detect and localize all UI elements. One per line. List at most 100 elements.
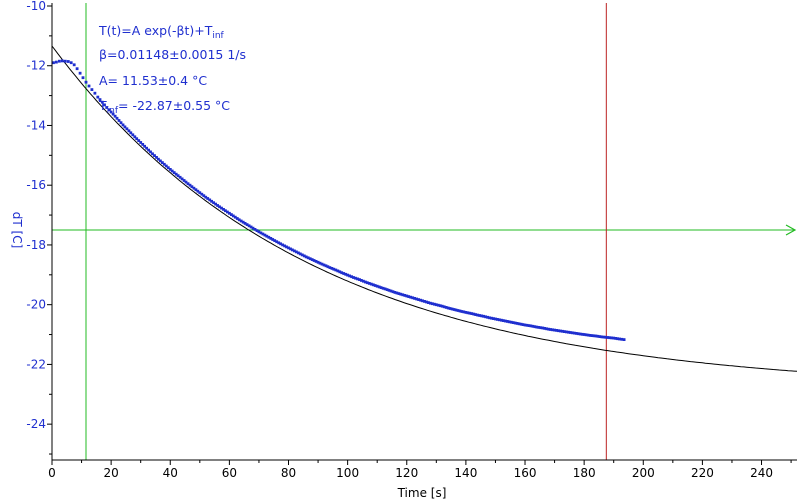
data-point — [117, 119, 121, 122]
y-tick-label: -10 — [26, 0, 46, 13]
x-tick-label: 120 — [395, 466, 418, 480]
data-point — [371, 283, 375, 287]
annotation-a: A= 11.53±0.4 °C — [99, 73, 207, 88]
data-point — [484, 315, 487, 319]
data-point — [318, 261, 322, 265]
data-point — [421, 299, 424, 303]
data-point — [316, 260, 320, 264]
data-point — [139, 141, 143, 144]
data-point — [330, 267, 334, 270]
data-point — [356, 277, 359, 281]
x-tick-label: 180 — [573, 466, 596, 480]
data-point — [231, 214, 235, 218]
data-point — [98, 98, 102, 101]
data-point — [133, 135, 137, 139]
data-point — [395, 291, 399, 295]
data-point — [202, 194, 206, 198]
data-point — [618, 337, 621, 341]
data-point — [503, 319, 507, 323]
data-point — [235, 217, 239, 220]
data-point — [283, 244, 286, 248]
data-point — [332, 267, 336, 271]
data-point — [178, 175, 182, 179]
data-point — [210, 199, 213, 203]
data-point — [281, 243, 284, 247]
data-point — [570, 331, 574, 335]
data-point — [198, 191, 202, 195]
data-point — [348, 274, 351, 278]
data-point — [135, 137, 139, 141]
data-point — [505, 320, 509, 323]
data-point — [549, 328, 552, 331]
data-point — [533, 325, 537, 329]
data-point — [448, 307, 452, 310]
data-point — [302, 254, 306, 258]
data-point — [295, 250, 298, 254]
data-point — [125, 127, 129, 131]
data-point — [212, 201, 215, 205]
data-point — [442, 305, 446, 309]
data-point — [123, 125, 127, 129]
x-tick-label: 20 — [103, 466, 118, 480]
data-point — [137, 139, 141, 142]
data-point — [251, 226, 255, 230]
data-point — [590, 334, 594, 337]
data-point — [306, 256, 310, 260]
data-point — [411, 296, 415, 300]
data-point — [157, 157, 160, 161]
data-point — [462, 310, 466, 314]
data-point — [196, 189, 200, 193]
data-point — [466, 311, 470, 315]
data-point — [389, 289, 393, 293]
data-point — [72, 63, 76, 67]
data-point — [63, 59, 67, 63]
data-point — [220, 206, 223, 210]
data-point — [539, 326, 543, 330]
data-point — [543, 327, 547, 330]
data-point — [261, 232, 265, 236]
data-point — [383, 287, 387, 291]
data-point — [103, 103, 106, 107]
data-point — [407, 295, 411, 298]
data-point — [391, 290, 395, 294]
x-tick-label: 200 — [632, 466, 655, 480]
data-point — [58, 59, 61, 63]
data-point — [271, 238, 275, 241]
data-point — [604, 335, 608, 339]
data-point — [241, 220, 245, 224]
data-point — [444, 306, 448, 309]
data-point — [521, 323, 525, 326]
green-arrow-head — [785, 224, 797, 236]
data-point — [373, 284, 377, 287]
data-point — [204, 195, 208, 199]
data-point — [141, 143, 145, 146]
data-point — [369, 282, 373, 286]
x-tick-label: 240 — [750, 466, 773, 480]
data-point — [239, 219, 243, 223]
data-point — [247, 224, 251, 228]
data-point — [263, 233, 267, 237]
data-point — [328, 266, 332, 269]
y-tick-label: -12 — [26, 59, 46, 73]
data-point — [162, 162, 166, 166]
data-point — [600, 335, 604, 339]
data-point — [279, 242, 282, 246]
data-point — [344, 272, 348, 276]
annotation-tinf: Tinf= -22.87±0.55 °C — [98, 98, 230, 116]
data-point — [174, 172, 178, 176]
data-point — [81, 76, 85, 80]
data-point — [419, 298, 422, 302]
data-point — [594, 334, 598, 338]
data-point — [257, 230, 261, 234]
data-point — [285, 245, 288, 249]
data-point — [454, 308, 458, 312]
data-point — [230, 213, 233, 216]
data-point — [164, 164, 168, 168]
data-point — [166, 166, 170, 170]
cursors — [52, 3, 797, 460]
data-point — [216, 204, 219, 207]
data-point — [107, 108, 111, 112]
data-point — [228, 211, 231, 215]
data-point — [561, 329, 564, 333]
